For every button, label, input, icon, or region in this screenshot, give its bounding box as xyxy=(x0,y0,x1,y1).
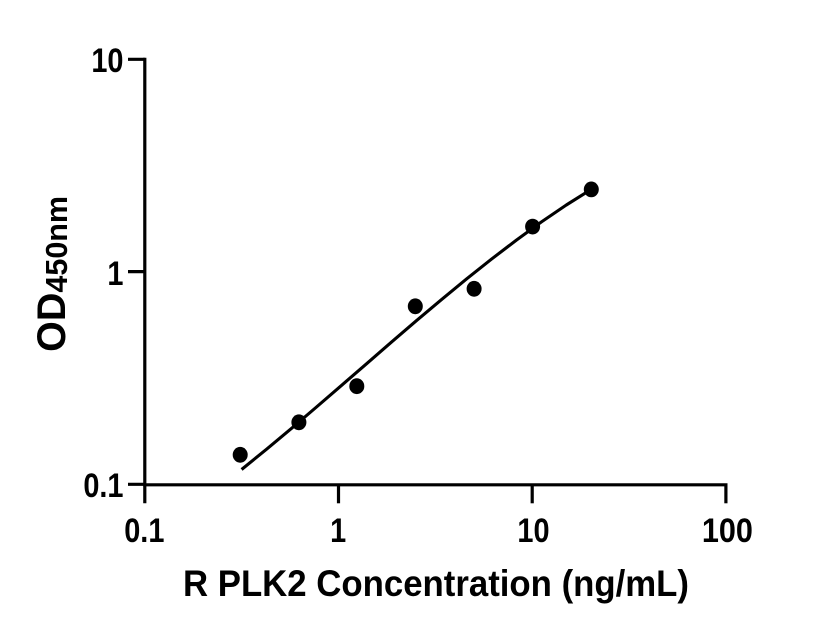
svg-text:0.1: 0.1 xyxy=(124,511,164,550)
svg-text:1: 1 xyxy=(107,254,123,293)
svg-text:10: 10 xyxy=(517,511,549,550)
svg-text:1: 1 xyxy=(330,511,346,550)
svg-text:0.1: 0.1 xyxy=(83,466,123,505)
svg-text:10: 10 xyxy=(91,41,123,80)
svg-text:R PLK2 Concentration (ng/mL): R PLK2 Concentration (ng/mL) xyxy=(183,563,689,604)
svg-text:100: 100 xyxy=(702,512,753,550)
